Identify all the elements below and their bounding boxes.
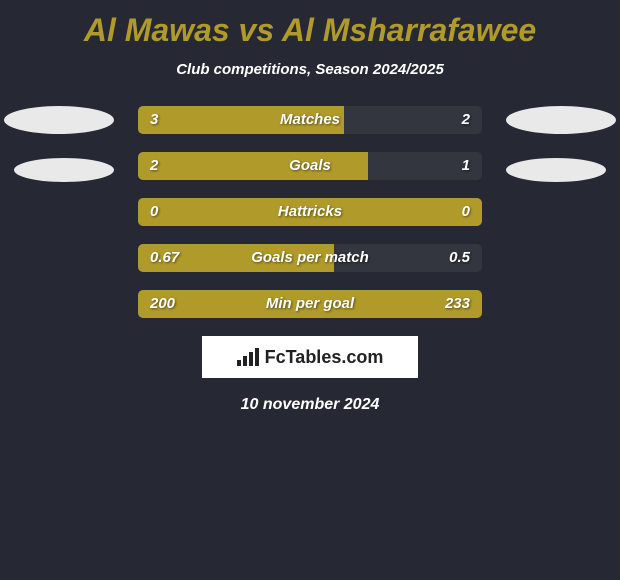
chart-icon bbox=[237, 348, 259, 366]
player-left-ellipse-1 bbox=[4, 106, 114, 134]
stat-label: Min per goal bbox=[138, 290, 482, 318]
stat-label: Goals per match bbox=[138, 244, 482, 272]
stat-value-right: 0.5 bbox=[449, 244, 470, 272]
comparison-content: 3Matches22Goals10Hattricks00.67Goals per… bbox=[0, 106, 620, 414]
stat-value-right: 1 bbox=[462, 152, 470, 180]
logo-box: FcTables.com bbox=[202, 336, 418, 378]
stat-label: Matches bbox=[138, 106, 482, 134]
stat-row: 0.67Goals per match0.5 bbox=[138, 244, 482, 272]
stat-value-right: 233 bbox=[445, 290, 470, 318]
stat-row: 0Hattricks0 bbox=[138, 198, 482, 226]
stat-label: Hattricks bbox=[138, 198, 482, 226]
logo-text: FcTables.com bbox=[265, 347, 384, 368]
stats-bars: 3Matches22Goals10Hattricks00.67Goals per… bbox=[138, 106, 482, 318]
date-text: 10 november 2024 bbox=[0, 396, 620, 414]
stat-row: 200Min per goal233 bbox=[138, 290, 482, 318]
logo: FcTables.com bbox=[237, 347, 384, 368]
player-right-ellipse-2 bbox=[506, 158, 606, 182]
stat-row: 2Goals1 bbox=[138, 152, 482, 180]
page-title: Al Mawas vs Al Msharrafawee bbox=[0, 0, 620, 49]
stat-value-right: 2 bbox=[462, 106, 470, 134]
stat-label: Goals bbox=[138, 152, 482, 180]
stat-value-right: 0 bbox=[462, 198, 470, 226]
stat-row: 3Matches2 bbox=[138, 106, 482, 134]
player-left-ellipse-2 bbox=[14, 158, 114, 182]
player-right-ellipse-1 bbox=[506, 106, 616, 134]
subtitle: Club competitions, Season 2024/2025 bbox=[0, 61, 620, 78]
